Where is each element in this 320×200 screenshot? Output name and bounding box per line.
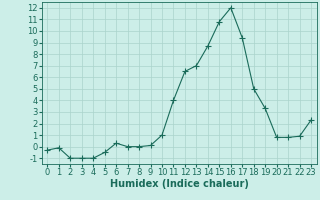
- X-axis label: Humidex (Indice chaleur): Humidex (Indice chaleur): [110, 179, 249, 189]
